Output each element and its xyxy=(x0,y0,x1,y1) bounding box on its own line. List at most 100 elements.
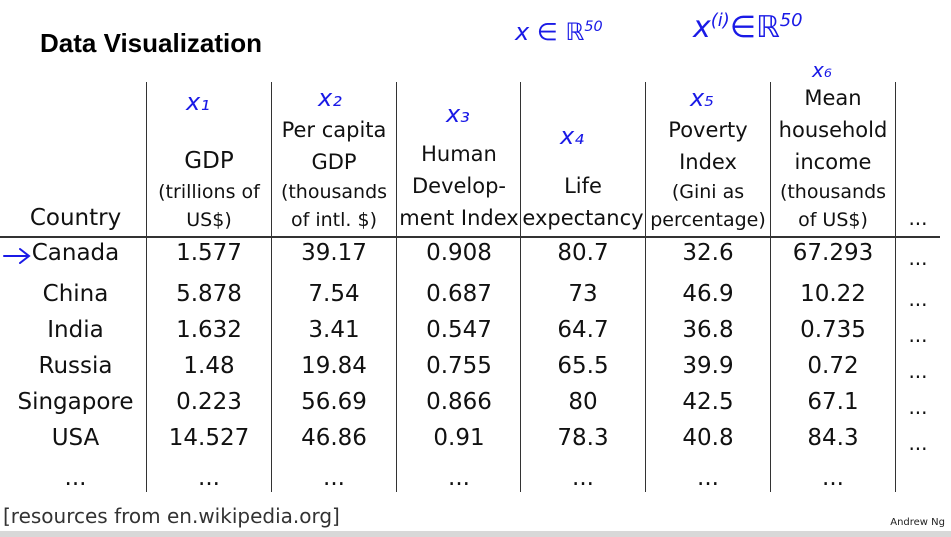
annotation-x5: x₅ xyxy=(690,84,714,112)
header-poverty: Poverty Index (Gini as percentage) xyxy=(646,84,770,234)
cell-hdi: 0.755 xyxy=(426,353,492,379)
annotation-xi-r: ∈ℝ xyxy=(729,10,780,45)
cell-country: Canada xyxy=(31,240,120,266)
cell-gdp: 1.48 xyxy=(183,353,235,379)
header-pcgdp: Per capita GDP (thousands of intl. $) xyxy=(272,84,396,234)
annotation-xi-r-exp: 50 xyxy=(779,10,803,31)
annotation-xi-in-r: x(i)∈ℝ50 xyxy=(693,10,803,45)
author-name: Andrew Ng xyxy=(890,517,945,528)
cell-country: Russia xyxy=(38,353,113,379)
header-pcgdp-sub: (thousands of intl. $) xyxy=(280,181,388,231)
cell-poverty: 40.8 xyxy=(682,425,734,451)
cell-life: 80.7 xyxy=(557,240,609,266)
cell-pcgdp: ... xyxy=(323,465,345,491)
cell-more: ... xyxy=(908,359,928,383)
column-divider xyxy=(520,82,521,492)
header-gdp: GDP (trillions of US$) xyxy=(147,84,271,234)
cell-gdp: 14.527 xyxy=(168,425,250,451)
cell-income: 10.22 xyxy=(800,281,866,307)
cell-country: USA xyxy=(51,425,100,451)
header-poverty-sub: (Gini as percentage) xyxy=(650,181,766,231)
cell-income: 84.3 xyxy=(807,425,859,451)
cell-more: ... xyxy=(908,431,928,455)
arrow-icon xyxy=(3,248,31,264)
cell-more: ... xyxy=(908,323,928,347)
cell-country: India xyxy=(47,317,104,343)
header-poverty-label: Poverty Index xyxy=(668,118,748,174)
column-divider xyxy=(396,82,397,492)
header-divider xyxy=(0,236,940,238)
cell-hdi: 0.91 xyxy=(433,425,485,451)
header-life-label: Life expectancy xyxy=(522,174,644,230)
cell-country: ... xyxy=(64,465,87,491)
header-income-label: Mean household income xyxy=(778,86,888,174)
column-divider xyxy=(271,82,272,492)
header-gdp-label: GDP xyxy=(184,148,234,174)
annotation-xi-sup: (i) xyxy=(710,10,730,31)
column-divider xyxy=(645,82,646,492)
header-income: Mean household income (thousands of US$) xyxy=(771,84,895,234)
header-more-label: ... xyxy=(908,206,928,230)
cell-pcgdp: 39.17 xyxy=(301,240,367,266)
column-divider xyxy=(895,82,896,492)
cell-more: ... xyxy=(908,395,928,419)
cell-gdp: 1.577 xyxy=(176,240,242,266)
annotation-x1: x₁ xyxy=(186,88,210,116)
cell-poverty: 32.6 xyxy=(682,240,734,266)
cell-pcgdp: 56.69 xyxy=(301,389,367,415)
footer-bar xyxy=(0,531,951,537)
cell-life: 80 xyxy=(568,389,598,415)
cell-pcgdp: 19.84 xyxy=(301,353,367,379)
cell-hdi: ... xyxy=(448,465,470,491)
cell-more: ... xyxy=(908,287,928,311)
header-more: ... xyxy=(896,84,940,234)
cell-income: 67.1 xyxy=(807,389,859,415)
header-country: Country xyxy=(8,84,143,234)
cell-income: ... xyxy=(822,465,844,491)
cell-life: ... xyxy=(572,465,594,491)
column-divider xyxy=(146,82,147,492)
cell-income: 67.293 xyxy=(792,240,874,266)
header-life: Life expectancy xyxy=(521,84,645,234)
header-gdp-sub: (trillions of US$) xyxy=(158,181,260,231)
page-title: Data Visualization xyxy=(40,28,263,58)
cell-poverty: 36.8 xyxy=(682,317,734,343)
header-country-label: Country xyxy=(29,205,122,231)
cell-hdi: 0.908 xyxy=(426,240,492,266)
cell-life: 78.3 xyxy=(557,425,609,451)
annotation-x-in-r-exp: 50 xyxy=(584,19,603,35)
header-hdi-label: Human Develop-ment Index xyxy=(399,142,519,230)
source-note: [resources from en.wikipedia.org] xyxy=(3,504,340,528)
annotation-xi-text: x xyxy=(693,10,711,45)
header-income-sub: (thousands of US$) xyxy=(779,181,887,231)
cell-poverty: 42.5 xyxy=(682,389,734,415)
cell-gdp: 0.223 xyxy=(176,389,242,415)
annotation-x-in-r-text: x ∈ ℝ xyxy=(515,18,585,46)
cell-gdp: 5.878 xyxy=(176,281,242,307)
cell-hdi: 0.866 xyxy=(426,389,492,415)
cell-pcgdp: 3.41 xyxy=(308,317,360,343)
cell-pcgdp: 7.54 xyxy=(308,281,360,307)
cell-life: 64.7 xyxy=(557,317,609,343)
cell-income: 0.735 xyxy=(800,317,866,343)
cell-hdi: 0.547 xyxy=(426,317,492,343)
cell-more xyxy=(896,465,940,471)
cell-poverty: ... xyxy=(697,465,719,491)
cell-poverty: 46.9 xyxy=(682,281,734,307)
cell-income: 0.72 xyxy=(807,353,859,379)
cell-more: ... xyxy=(908,246,928,270)
annotation-x2: x₂ xyxy=(318,84,342,112)
column-divider xyxy=(770,82,771,492)
cell-pcgdp: 46.86 xyxy=(301,425,367,451)
cell-country: China xyxy=(42,281,109,307)
annotation-x-in-r: x ∈ ℝ50 xyxy=(515,18,603,46)
cell-country: Singapore xyxy=(17,389,134,415)
annotation-x3: x₃ xyxy=(446,100,470,128)
cell-life: 65.5 xyxy=(557,353,609,379)
header-hdi: Human Develop-ment Index xyxy=(397,84,521,234)
cell-life: 73 xyxy=(568,281,598,307)
header-pcgdp-label: Per capita GDP xyxy=(281,118,387,174)
cell-gdp: 1.632 xyxy=(176,317,242,343)
annotation-x6: x₆ xyxy=(812,58,832,82)
cell-hdi: 0.687 xyxy=(426,281,492,307)
